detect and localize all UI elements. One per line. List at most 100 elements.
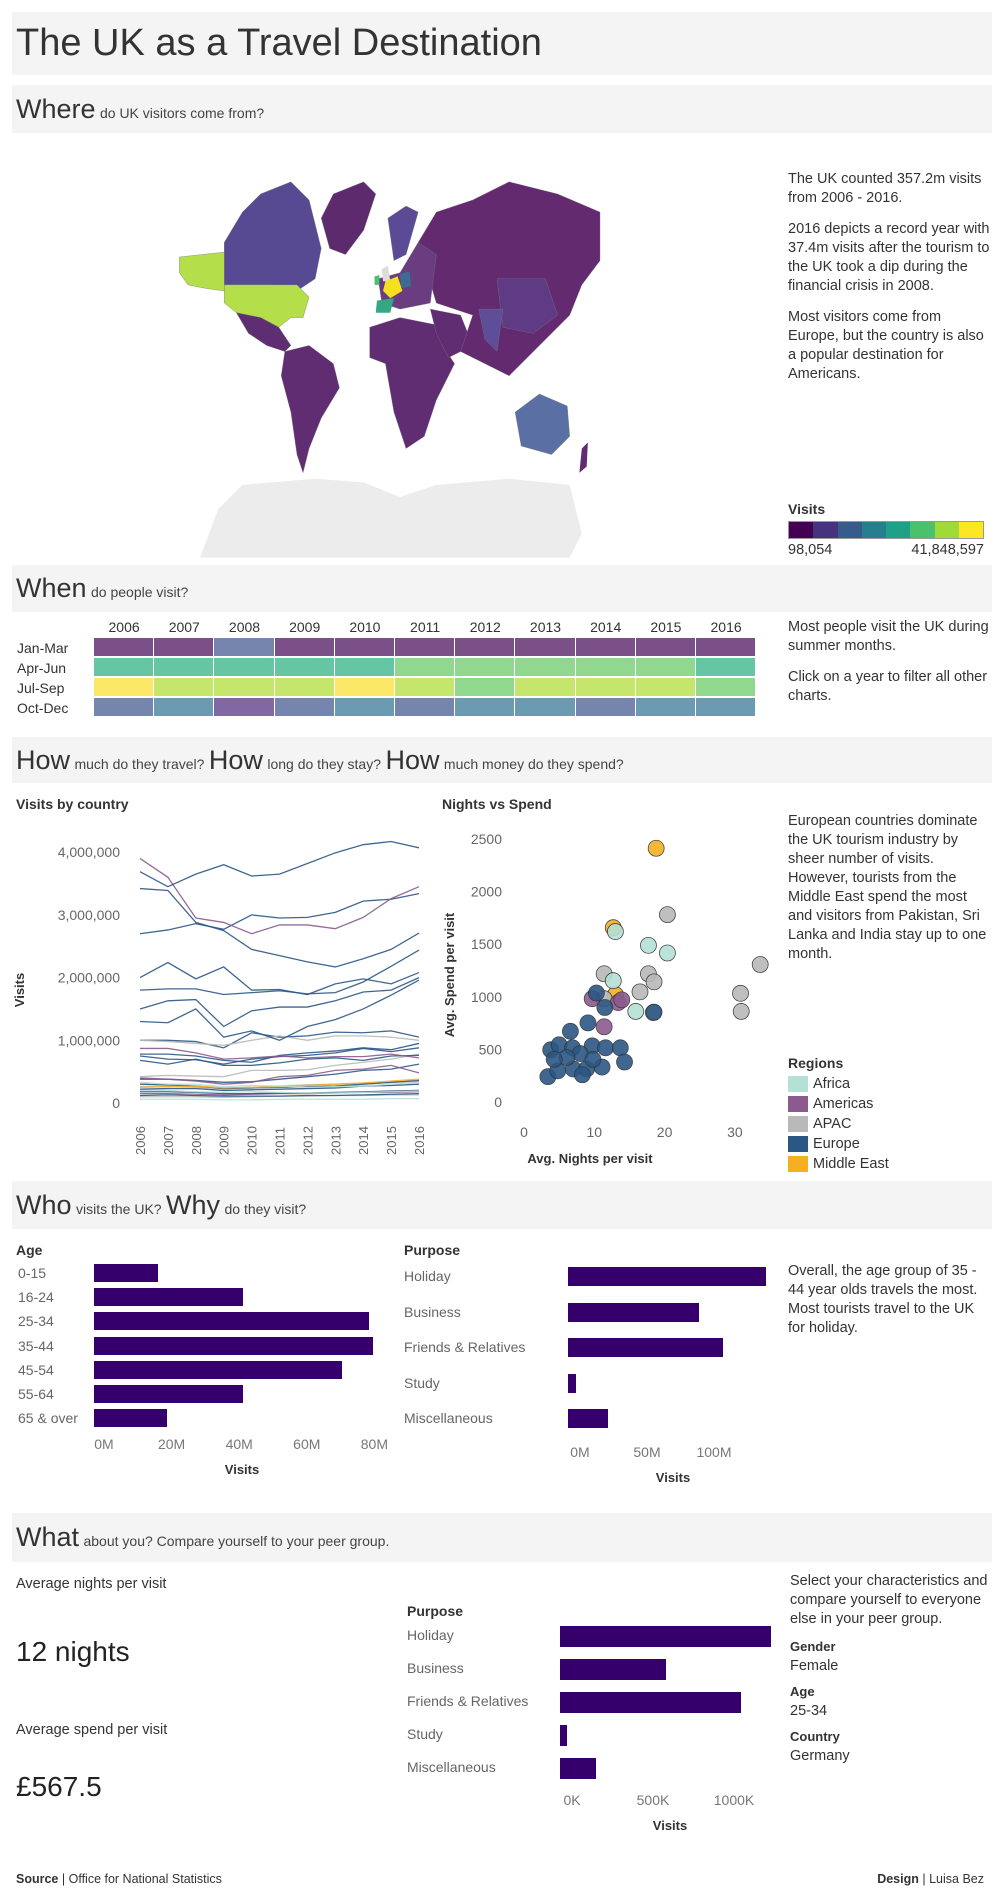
country-france[interactable] xyxy=(383,276,403,299)
bar[interactable] xyxy=(560,1659,666,1680)
bar[interactable] xyxy=(560,1626,771,1647)
heatmap-cell[interactable] xyxy=(334,698,395,718)
legend-item-americas[interactable]: Americas xyxy=(788,1094,993,1114)
scatter-point[interactable] xyxy=(647,839,665,857)
heatmap-cell[interactable] xyxy=(635,678,696,698)
scatter-point[interactable] xyxy=(751,956,769,973)
country-line[interactable] xyxy=(140,1030,420,1049)
country-line[interactable] xyxy=(139,1035,420,1046)
heatmap-cell[interactable] xyxy=(515,678,576,698)
bar[interactable] xyxy=(568,1302,700,1322)
heatmap-cell[interactable] xyxy=(635,638,696,658)
country-line[interactable] xyxy=(139,949,420,996)
legend-item-africa[interactable]: Africa xyxy=(788,1074,993,1094)
bar[interactable] xyxy=(560,1758,597,1779)
country-line[interactable] xyxy=(140,1097,419,1101)
bar[interactable] xyxy=(560,1692,742,1713)
world-map[interactable] xyxy=(0,0,780,570)
heatmap-cell[interactable] xyxy=(334,638,395,658)
heatmap-cell[interactable] xyxy=(575,698,636,718)
year-filter-2014[interactable]: 2014 xyxy=(590,619,622,635)
scatter-point[interactable] xyxy=(595,1018,613,1036)
scatter-point[interactable] xyxy=(645,973,663,991)
scatter-point[interactable] xyxy=(597,1039,614,1057)
south-america[interactable] xyxy=(281,345,340,474)
bar[interactable] xyxy=(568,1338,724,1357)
heatmap-cell[interactable] xyxy=(515,698,576,718)
country-line[interactable] xyxy=(140,1047,420,1060)
legend-item-middle-east[interactable]: Middle East xyxy=(788,1154,993,1174)
scatter-point[interactable] xyxy=(640,936,657,954)
scatter-point[interactable] xyxy=(627,1003,645,1020)
heatmap-cell[interactable] xyxy=(154,698,215,718)
year-filter-2011[interactable]: 2011 xyxy=(410,619,441,635)
scandinavia[interactable] xyxy=(387,205,419,261)
heatmap-cell[interactable] xyxy=(395,678,456,698)
country-line[interactable] xyxy=(139,961,420,996)
heatmap-cell[interactable] xyxy=(696,658,757,678)
country-line[interactable] xyxy=(139,977,420,1028)
year-filter-2007[interactable]: 2007 xyxy=(168,619,200,635)
heatmap-cell[interactable] xyxy=(94,678,155,698)
year-filter-2013[interactable]: 2013 xyxy=(529,619,562,635)
scatter-point[interactable] xyxy=(588,984,605,1002)
heatmap-cell[interactable] xyxy=(696,678,757,698)
heatmap-cell[interactable] xyxy=(455,698,516,718)
country-usa[interactable] xyxy=(224,284,310,328)
heatmap-cell[interactable] xyxy=(395,658,456,678)
heatmap-cell[interactable] xyxy=(214,698,275,718)
country-new-zealand[interactable] xyxy=(579,442,588,473)
scatter-point[interactable] xyxy=(631,983,649,1001)
bar[interactable] xyxy=(94,1409,168,1428)
heatmap-cell[interactable] xyxy=(696,638,757,658)
heatmap-cell[interactable] xyxy=(274,638,335,658)
legend-item-europe[interactable]: Europe xyxy=(788,1134,993,1154)
heatmap-cell[interactable] xyxy=(575,638,636,658)
heatmap-cell[interactable] xyxy=(635,658,696,678)
bar[interactable] xyxy=(94,1264,158,1282)
heatmap-cell[interactable] xyxy=(94,698,155,718)
country-china[interactable] xyxy=(496,278,558,334)
gender-filter[interactable]: Female xyxy=(790,1658,839,1674)
country-line[interactable] xyxy=(139,840,420,888)
heatmap-cell[interactable] xyxy=(395,638,456,658)
heatmap-cell[interactable] xyxy=(696,698,757,718)
bar[interactable] xyxy=(94,1360,343,1379)
heatmap-cell[interactable] xyxy=(395,698,456,718)
heatmap-cell[interactable] xyxy=(154,678,215,698)
scatter-point[interactable] xyxy=(584,1050,602,1068)
country-line[interactable] xyxy=(139,1054,420,1067)
nights-vs-spend-chart[interactable]: 0 500 1000 1500 2000 2500 0 10 20 30 Avg. Nights p… xyxy=(440,815,780,1175)
scatter-point[interactable] xyxy=(613,991,631,1009)
year-filter-2009[interactable]: 2009 xyxy=(289,619,321,635)
heatmap-cell[interactable] xyxy=(274,678,335,698)
heatmap-cell[interactable] xyxy=(214,638,275,658)
year-filter-2015[interactable]: 2015 xyxy=(650,619,682,635)
scatter-point[interactable] xyxy=(659,906,676,924)
country-germany[interactable] xyxy=(400,271,411,289)
country-spain[interactable] xyxy=(375,298,394,313)
year-filter-2016[interactable]: 2016 xyxy=(710,619,742,635)
year-filter-2012[interactable]: 2012 xyxy=(469,619,501,635)
heatmap-cell[interactable] xyxy=(274,698,335,718)
scatter-point[interactable] xyxy=(611,1039,629,1057)
country-line[interactable] xyxy=(139,1064,420,1085)
heatmap-cell[interactable] xyxy=(214,678,275,698)
age-filter[interactable]: 25-34 xyxy=(790,1703,828,1719)
bar[interactable] xyxy=(568,1373,577,1393)
heatmap-cell[interactable] xyxy=(515,638,576,658)
africa[interactable] xyxy=(369,317,455,449)
country-line[interactable] xyxy=(139,857,420,935)
scatter-point[interactable] xyxy=(606,923,624,940)
heatmap-cell[interactable] xyxy=(575,678,636,698)
scatter-point[interactable] xyxy=(732,1003,750,1020)
bar[interactable] xyxy=(94,1312,370,1331)
heatmap-cell[interactable] xyxy=(274,658,335,678)
bar[interactable] xyxy=(568,1409,609,1428)
scatter-point[interactable] xyxy=(545,1050,563,1068)
heatmap-cell[interactable] xyxy=(94,638,155,658)
heatmap-cell[interactable] xyxy=(154,658,215,678)
year-filter-2008[interactable]: 2008 xyxy=(228,619,261,635)
heatmap-cell[interactable] xyxy=(575,658,636,678)
bar[interactable] xyxy=(94,1385,243,1403)
